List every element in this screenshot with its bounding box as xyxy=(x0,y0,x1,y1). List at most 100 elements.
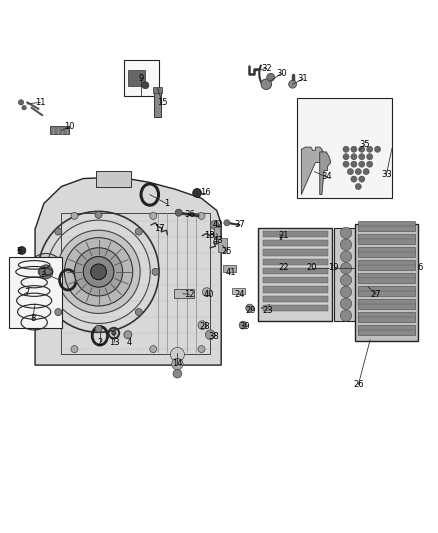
Circle shape xyxy=(351,146,357,152)
Circle shape xyxy=(175,209,182,216)
Circle shape xyxy=(39,265,53,279)
Text: 26: 26 xyxy=(353,381,364,389)
Text: 36: 36 xyxy=(184,210,194,219)
Bar xyxy=(358,247,415,257)
Bar xyxy=(218,238,227,252)
Circle shape xyxy=(173,369,182,378)
Circle shape xyxy=(64,238,133,306)
Circle shape xyxy=(355,168,361,175)
Text: 20: 20 xyxy=(307,263,317,272)
Circle shape xyxy=(142,82,149,89)
Bar xyxy=(214,227,220,239)
Text: 39: 39 xyxy=(239,322,250,330)
Circle shape xyxy=(340,227,352,239)
Text: 22: 22 xyxy=(279,263,289,272)
Circle shape xyxy=(367,161,373,167)
Circle shape xyxy=(150,212,157,220)
Circle shape xyxy=(55,228,62,235)
Bar xyxy=(263,259,328,265)
Polygon shape xyxy=(96,171,131,187)
Text: 27: 27 xyxy=(371,290,381,298)
Bar xyxy=(358,273,415,282)
Text: 1: 1 xyxy=(164,199,169,208)
Text: 41: 41 xyxy=(226,269,237,277)
Text: 4: 4 xyxy=(127,338,132,346)
Circle shape xyxy=(261,79,272,90)
Circle shape xyxy=(374,146,381,152)
Circle shape xyxy=(198,345,205,353)
Circle shape xyxy=(267,74,275,81)
Polygon shape xyxy=(35,177,221,365)
Bar xyxy=(9,257,62,328)
Circle shape xyxy=(355,183,361,190)
Text: 23: 23 xyxy=(263,306,273,314)
Circle shape xyxy=(359,176,365,182)
Circle shape xyxy=(351,154,357,160)
Bar xyxy=(263,305,328,311)
Circle shape xyxy=(340,286,352,297)
Bar xyxy=(124,60,159,96)
Circle shape xyxy=(71,345,78,353)
Circle shape xyxy=(18,247,26,254)
Circle shape xyxy=(95,212,102,219)
Circle shape xyxy=(57,230,140,313)
Circle shape xyxy=(38,268,45,276)
Text: 34: 34 xyxy=(321,173,332,181)
Circle shape xyxy=(18,100,24,105)
Circle shape xyxy=(71,212,78,220)
Text: 25: 25 xyxy=(222,247,232,256)
Bar xyxy=(263,240,328,246)
Bar xyxy=(232,288,245,294)
Bar xyxy=(50,126,69,134)
Circle shape xyxy=(202,288,211,296)
Text: 37: 37 xyxy=(235,221,245,229)
Circle shape xyxy=(340,298,352,310)
Text: 3: 3 xyxy=(40,269,46,277)
Bar xyxy=(263,296,328,302)
Circle shape xyxy=(340,263,352,274)
Text: 6: 6 xyxy=(418,263,423,272)
Circle shape xyxy=(198,321,207,329)
Circle shape xyxy=(83,256,114,287)
Text: 38: 38 xyxy=(208,333,219,341)
Text: 21: 21 xyxy=(279,231,289,240)
Circle shape xyxy=(246,304,254,312)
Circle shape xyxy=(343,154,349,160)
Bar xyxy=(258,228,332,321)
Circle shape xyxy=(343,161,349,167)
Circle shape xyxy=(95,325,102,332)
Text: 9: 9 xyxy=(138,75,144,83)
Circle shape xyxy=(343,146,349,152)
Text: 33: 33 xyxy=(381,171,392,179)
Circle shape xyxy=(359,154,365,160)
Circle shape xyxy=(340,274,352,286)
Text: 13: 13 xyxy=(110,338,120,346)
Text: 30: 30 xyxy=(276,69,286,78)
Circle shape xyxy=(34,260,58,284)
Circle shape xyxy=(205,330,215,340)
Bar xyxy=(174,289,194,298)
Polygon shape xyxy=(320,152,331,195)
Bar xyxy=(263,277,328,284)
Bar xyxy=(223,265,236,272)
Circle shape xyxy=(172,358,183,370)
Circle shape xyxy=(152,268,159,276)
Circle shape xyxy=(367,154,373,160)
Circle shape xyxy=(363,168,369,175)
Bar xyxy=(358,299,415,309)
Bar xyxy=(358,325,415,335)
Circle shape xyxy=(170,348,184,361)
Circle shape xyxy=(359,146,365,152)
Text: 5: 5 xyxy=(16,247,21,256)
Circle shape xyxy=(359,161,365,167)
Text: 28: 28 xyxy=(200,322,210,330)
Circle shape xyxy=(347,168,353,175)
Circle shape xyxy=(340,251,352,262)
Bar xyxy=(355,224,418,341)
Circle shape xyxy=(55,309,62,316)
Text: 17: 17 xyxy=(155,224,165,232)
Circle shape xyxy=(150,345,157,353)
Bar xyxy=(358,234,415,244)
Circle shape xyxy=(340,239,352,251)
Circle shape xyxy=(135,228,142,235)
